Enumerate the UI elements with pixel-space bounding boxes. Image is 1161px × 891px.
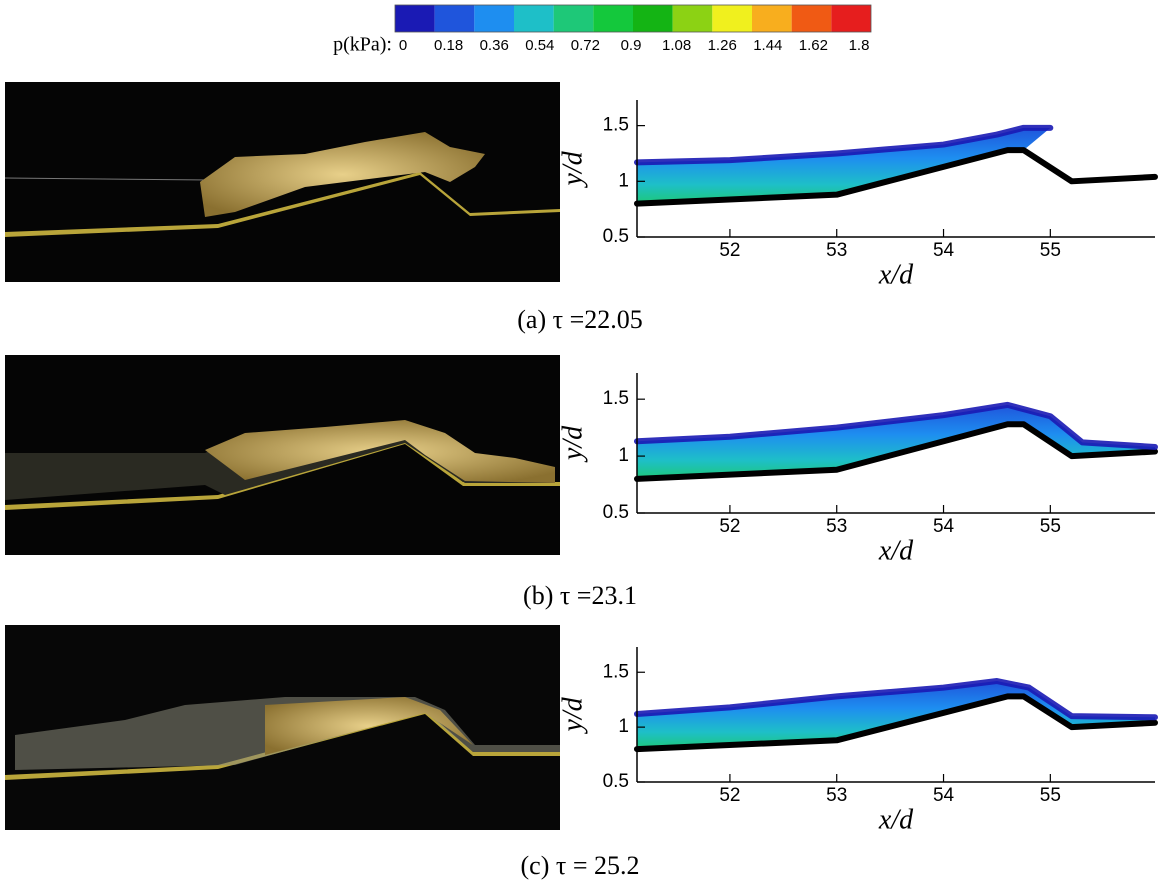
colorbar-swatch — [633, 5, 673, 32]
colorbar-swatch — [831, 5, 871, 32]
colorbar-tick-label: 0.36 — [480, 37, 509, 54]
x-tick-label: 52 — [719, 240, 740, 261]
caption: (c) τ = 25.2 — [521, 851, 640, 880]
colorbar-frame — [394, 4, 872, 33]
y-tick-label: 1 — [618, 445, 629, 466]
bed-profile — [634, 147, 1158, 207]
colorbar-tick-label: 1.8 — [849, 37, 870, 54]
y-tick-label: 0.5 — [603, 502, 629, 523]
y-tick-label: 1.5 — [603, 661, 629, 682]
y-tick-label: 1 — [618, 170, 629, 191]
colorbar-swatch — [593, 5, 633, 32]
colorbar-tick-label: 0 — [399, 37, 407, 54]
colorbar-tick-label: 1.62 — [799, 37, 828, 54]
colorbar-swatch — [672, 5, 713, 32]
free-surface — [634, 124, 1054, 166]
colorbar-swatch — [791, 5, 832, 32]
colorbar-tick-label: 1.44 — [753, 37, 782, 54]
y-axis-label: y/d — [557, 696, 588, 734]
x-tick-label: 55 — [1040, 240, 1061, 261]
x-tick-label: 54 — [933, 516, 955, 537]
colorbar-swatch — [752, 5, 792, 32]
x-tick-label: 55 — [1040, 785, 1061, 806]
colorbar-swatch — [712, 5, 752, 32]
colorbar-tick-label: 0.54 — [525, 37, 554, 54]
colorbar-swatch — [553, 5, 594, 32]
x-tick-label: 54 — [933, 785, 955, 806]
x-tick-label: 55 — [1040, 516, 1061, 537]
colorbar-tick-label: 1.26 — [708, 37, 737, 54]
bed-profile — [634, 693, 1158, 753]
y-tick-label: 1.5 — [603, 115, 629, 136]
free-surface — [634, 678, 1158, 721]
colorbar-swatch — [434, 5, 475, 32]
x-axis-label: x/d — [878, 804, 914, 835]
y-axis-label: y/d — [557, 425, 588, 463]
caption: (b) τ =23.1 — [523, 581, 637, 610]
water-fill — [637, 681, 1155, 750]
x-tick-label: 53 — [826, 516, 847, 537]
x-tick-label: 52 — [719, 516, 740, 537]
x-tick-label: 52 — [719, 785, 740, 806]
colorbar-tick-label: 0.72 — [571, 37, 600, 54]
y-tick-label: 1.5 — [603, 388, 629, 409]
colorbar-tick-label: 0.18 — [434, 37, 463, 54]
x-tick-label: 53 — [826, 240, 847, 261]
photo — [4, 82, 560, 282]
caption: (a) τ =22.05 — [517, 305, 642, 334]
colorbar-swatch — [514, 5, 554, 32]
x-tick-label: 53 — [826, 785, 847, 806]
bed-profile — [634, 421, 1158, 482]
y-tick-label: 1 — [618, 716, 629, 737]
colorbar-tick-label: 0.9 — [621, 37, 642, 54]
free-surface — [634, 401, 1158, 450]
photo — [5, 355, 560, 555]
colorbar-label: p(kPa): — [333, 34, 392, 56]
y-axis-label: y/d — [557, 150, 588, 188]
colorbar-tick-label: 1.08 — [662, 37, 691, 54]
photo — [5, 625, 560, 830]
y-tick-label: 0.5 — [603, 226, 629, 247]
x-axis-label: x/d — [878, 535, 914, 566]
x-tick-label: 54 — [933, 240, 955, 261]
y-tick-label: 0.5 — [603, 771, 629, 792]
x-axis-label: x/d — [878, 259, 914, 290]
colorbar-swatch — [395, 5, 435, 32]
colorbar-swatch — [474, 5, 514, 32]
